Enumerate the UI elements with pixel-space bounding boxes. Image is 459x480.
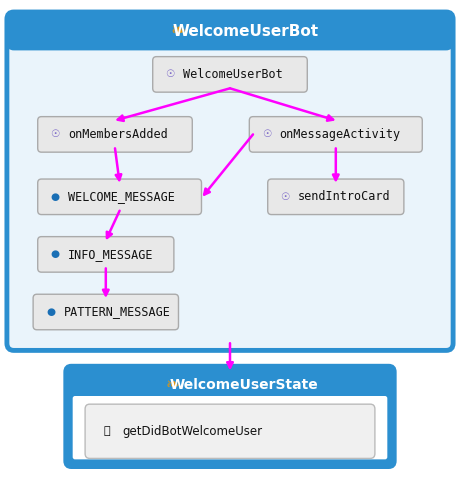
Text: ❧: ❧ <box>171 22 185 40</box>
Text: WelcomeUserBot: WelcomeUserBot <box>173 24 319 39</box>
FancyBboxPatch shape <box>33 294 178 330</box>
Text: ☉: ☉ <box>280 192 289 202</box>
Text: INFO_MESSAGE: INFO_MESSAGE <box>68 248 153 261</box>
Text: 🔧: 🔧 <box>104 426 110 436</box>
FancyBboxPatch shape <box>38 117 192 152</box>
FancyBboxPatch shape <box>85 404 374 458</box>
Text: ❧: ❧ <box>165 376 179 394</box>
Text: WelcomeUserBot: WelcomeUserBot <box>183 68 282 81</box>
Text: sendIntroCard: sendIntroCard <box>297 190 390 204</box>
FancyBboxPatch shape <box>267 179 403 215</box>
FancyBboxPatch shape <box>249 117 421 152</box>
Text: onMembersAdded: onMembersAdded <box>68 128 168 141</box>
Text: ☉: ☉ <box>50 130 60 139</box>
Text: WELCOME_MESSAGE: WELCOME_MESSAGE <box>68 190 174 204</box>
FancyBboxPatch shape <box>14 30 445 43</box>
Text: WelcomeUserState: WelcomeUserState <box>169 378 318 392</box>
FancyBboxPatch shape <box>7 12 452 50</box>
Text: ☉: ☉ <box>262 130 271 139</box>
FancyBboxPatch shape <box>38 179 201 215</box>
Text: onMessageActivity: onMessageActivity <box>279 128 400 141</box>
Text: getDidBotWelcomeUser: getDidBotWelcomeUser <box>122 425 262 438</box>
FancyBboxPatch shape <box>66 366 393 467</box>
Text: ●: ● <box>50 250 60 259</box>
FancyBboxPatch shape <box>38 237 174 272</box>
FancyBboxPatch shape <box>73 396 386 459</box>
FancyBboxPatch shape <box>152 57 307 92</box>
Text: ●: ● <box>46 307 55 317</box>
Text: ●: ● <box>50 192 60 202</box>
Text: ☉: ☉ <box>165 70 174 79</box>
Text: PATTERN_MESSAGE: PATTERN_MESSAGE <box>63 305 170 319</box>
FancyBboxPatch shape <box>7 12 452 350</box>
